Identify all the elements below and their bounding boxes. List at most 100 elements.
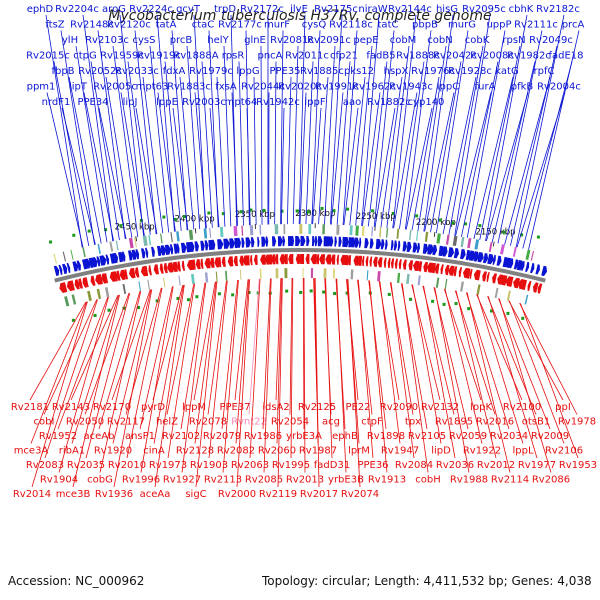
- forward-gene-arrow: [416, 242, 420, 253]
- forward-gene-arrow: [390, 240, 394, 251]
- forward-gene-arrow: [521, 260, 525, 271]
- tick-label: 2200 kbp: [416, 218, 456, 228]
- marker-dot: [87, 229, 91, 233]
- reverse-gene-arrow: [279, 254, 285, 265]
- reverse-gene-label: aceAa: [140, 489, 171, 500]
- feature-block: [62, 251, 67, 262]
- reverse-gene-arrow: [227, 256, 234, 267]
- reverse-gene-label: Rv1953: [559, 460, 597, 471]
- forward-label-leader: [231, 92, 238, 226]
- feature-block: [128, 237, 134, 249]
- forward-gene-arrow: [211, 239, 216, 250]
- reverse-gene-arrow: [214, 257, 220, 268]
- reverse-gene-arrow: [533, 282, 539, 293]
- forward-label-leader: [45, 14, 83, 248]
- forward-gene-arrow: [358, 237, 362, 248]
- reverse-gene-label: Rv2090: [380, 402, 418, 413]
- marker-dot: [332, 209, 336, 213]
- forward-gene-label: Rv2011c: [285, 51, 329, 62]
- reverse-gene-label: ctpF: [361, 417, 383, 428]
- reverse-label-leader: [207, 280, 227, 415]
- feature-block: [409, 229, 412, 240]
- reverse-label-leader: [139, 286, 173, 430]
- forward-label-leader: [105, 76, 133, 238]
- reverse-label-leader: [152, 285, 184, 401]
- marker-dot: [231, 293, 235, 297]
- reverse-gene-label: ansP1: [125, 431, 155, 442]
- forward-label-leader: [485, 14, 528, 241]
- forward-label-leader: [417, 45, 447, 231]
- marker-dot: [409, 297, 413, 301]
- feature-block: [249, 225, 254, 236]
- reverse-gene-arrow: [537, 283, 543, 294]
- feature-block: [215, 271, 218, 282]
- forward-gene-label: ftsZ: [45, 20, 64, 31]
- forward-gene-label: cobN: [427, 35, 452, 46]
- reverse-gene-label: Rv2079: [203, 431, 241, 442]
- forward-gene-label: rpsR: [222, 51, 245, 62]
- forward-label-leader: [164, 61, 182, 231]
- reverse-label-leader: [423, 285, 456, 459]
- tick-label: 2450 kbp: [115, 222, 155, 232]
- reverse-gene-label: cobG: [87, 475, 113, 486]
- reverse-gene-label: PPE36: [357, 460, 388, 471]
- reverse-gene-arrow: [171, 261, 178, 272]
- reverse-gene-arrow: [486, 272, 490, 283]
- forward-gene-label: Rv2042c: [433, 51, 477, 62]
- forward-gene-label: Rv1982c: [507, 51, 551, 62]
- forward-label-leader: [324, 45, 336, 225]
- forward-gene-arrow: [113, 252, 119, 264]
- forward-label-leader: [473, 76, 514, 239]
- reverse-label-leader: [314, 278, 320, 488]
- feature-block: [386, 227, 389, 238]
- reverse-label-leader: [347, 279, 361, 488]
- marker-dot: [119, 224, 123, 228]
- reverse-label-leader: [263, 278, 272, 473]
- marker-dot: [221, 212, 225, 216]
- reverse-gene-arrow: [148, 265, 152, 276]
- reverse-gene-label: aceAb: [84, 431, 115, 442]
- reverse-label-leader: [336, 278, 347, 473]
- reverse-gene-arrow: [159, 263, 164, 274]
- forward-gene-arrow: [496, 255, 502, 266]
- forward-gene-label: Rv2182c: [536, 4, 580, 15]
- marker-dot: [195, 295, 199, 299]
- feature-block: [467, 238, 472, 249]
- feature-block: [188, 229, 194, 240]
- reverse-gene-arrow: [253, 254, 258, 265]
- reverse-gene-arrow: [177, 261, 181, 272]
- forward-gene-label: Rv2008c: [470, 51, 514, 62]
- forward-gene-arrow: [157, 245, 162, 256]
- reverse-label-leader: [166, 283, 195, 415]
- forward-gene-arrow: [477, 252, 484, 263]
- forward-gene-arrow: [241, 237, 245, 248]
- forward-gene-arrow: [317, 236, 323, 247]
- reverse-gene-label: Rv2105: [408, 431, 446, 442]
- feature-block: [435, 277, 440, 288]
- forward-gene-arrow: [141, 248, 146, 259]
- reverse-label-leader: [234, 279, 249, 401]
- reverse-gene-arrow: [347, 255, 352, 266]
- reverse-gene-arrow: [124, 269, 128, 280]
- reverse-gene-label: Rv2017: [300, 489, 338, 500]
- reverse-gene-arrow: [353, 255, 359, 266]
- forward-gene-arrow: [291, 236, 295, 246]
- reverse-gene-arrow: [305, 254, 310, 264]
- forward-gene-label: Rv2004c: [537, 82, 581, 93]
- feature-block: [452, 235, 458, 246]
- reverse-gene-arrow: [330, 254, 336, 265]
- marker-dot: [322, 290, 326, 294]
- feature-block: [241, 225, 244, 236]
- forward-gene-arrow: [250, 237, 255, 248]
- marker-dot: [467, 307, 471, 311]
- forward-gene-label: lipJ: [123, 97, 138, 108]
- reverse-gene-label: PPE37: [219, 402, 250, 413]
- forward-gene-arrow: [72, 261, 79, 272]
- reverse-gene-label: Rv2016: [476, 417, 514, 428]
- marker-dot: [451, 221, 455, 225]
- reverse-label-leader: [181, 282, 207, 473]
- forward-gene-arrow: [329, 236, 334, 247]
- reverse-gene-arrow: [295, 254, 300, 264]
- forward-label-leader: [90, 61, 120, 241]
- forward-label-leader: [281, 107, 285, 225]
